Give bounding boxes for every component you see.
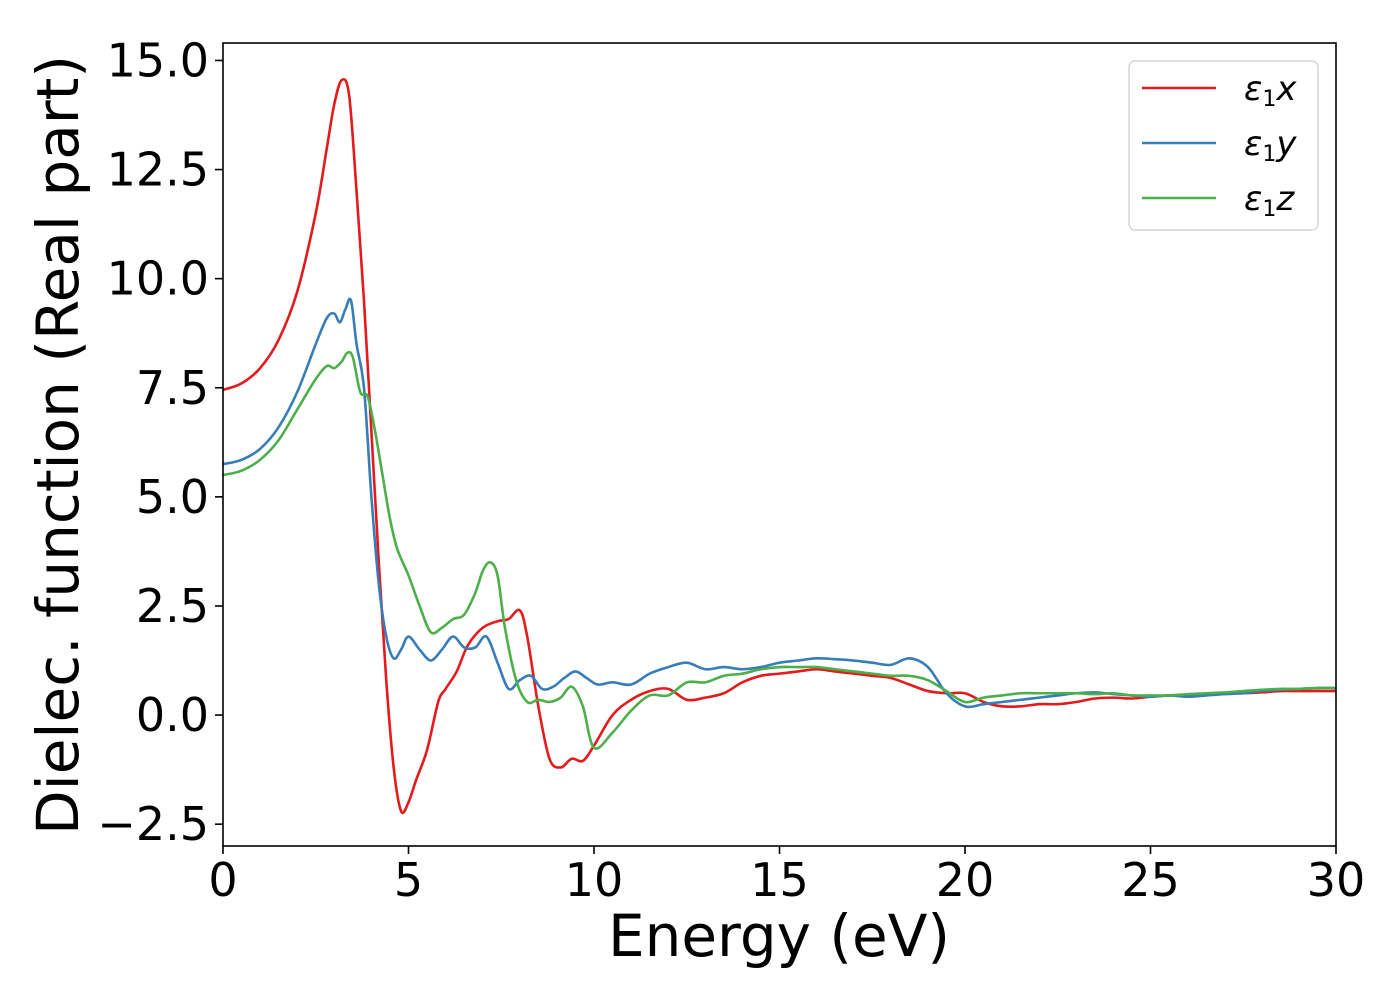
legend-box — [1128, 60, 1319, 231]
series-line-x — [222, 77, 1336, 815]
x-tick-label: 10 — [565, 853, 624, 907]
y-tick-label: 12.5 — [107, 143, 209, 197]
y-tick-label: 7.5 — [136, 361, 209, 415]
x-tick-label: 25 — [1121, 853, 1180, 907]
y-tick-label: 15.0 — [107, 33, 209, 87]
y-axis-ticks: −2.5 0.0 2.5 5.0 7.5 10.0 12.5 15.0 — [97, 33, 223, 851]
legend: ε1x ε1y ε1z — [1128, 60, 1319, 231]
x-axis-title: Energy (eV) — [608, 902, 950, 970]
y-tick-label: −2.5 — [97, 797, 209, 851]
y-tick-label: 2.5 — [136, 579, 209, 633]
legend-label-x: ε1x — [1244, 69, 1297, 112]
y-axis-title: Dielec. function (Real part) — [24, 55, 92, 835]
x-tick-label: 15 — [750, 853, 809, 907]
series-line-z — [222, 350, 1337, 750]
legend-label-z: ε1z — [1244, 179, 1295, 222]
x-tick-label: 5 — [394, 853, 423, 907]
x-tick-label: 20 — [936, 853, 995, 907]
y-tick-label: 0.0 — [136, 688, 209, 742]
plot-lines — [222, 77, 1337, 815]
legend-label-y: ε1y — [1244, 124, 1297, 167]
x-axis-ticks: 0 5 10 15 20 25 30 — [208, 846, 1365, 907]
y-tick-label: 10.0 — [107, 252, 209, 306]
series-line-y — [222, 297, 1337, 709]
legend-entries: ε1x ε1y ε1z — [1142, 69, 1297, 222]
y-tick-label: 5.0 — [136, 470, 209, 524]
x-tick-label: 0 — [208, 853, 237, 907]
x-tick-label: 30 — [1307, 853, 1366, 907]
